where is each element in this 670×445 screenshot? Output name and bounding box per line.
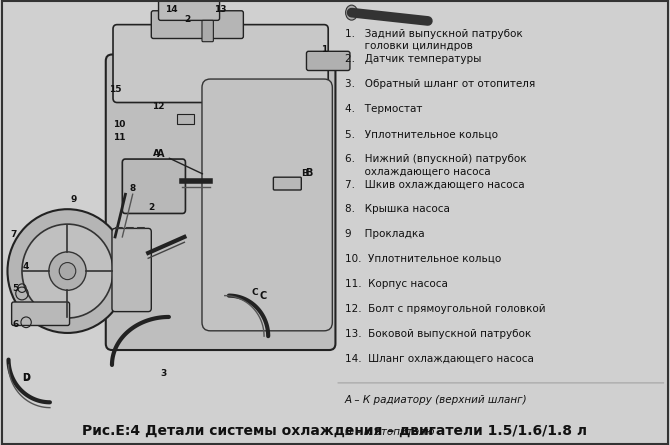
Text: 8: 8 xyxy=(129,184,136,194)
Bar xyxy=(177,114,194,124)
FancyBboxPatch shape xyxy=(202,20,213,42)
Text: 1: 1 xyxy=(321,44,327,54)
Circle shape xyxy=(49,252,86,290)
Circle shape xyxy=(7,209,127,333)
Text: 4.   Термостат: 4. Термостат xyxy=(345,104,422,114)
Text: D: D xyxy=(22,373,30,383)
Text: 2: 2 xyxy=(148,202,154,211)
Text: 13.  Боковой выпускной патрубок: 13. Боковой выпускной патрубок xyxy=(345,329,531,339)
FancyBboxPatch shape xyxy=(112,228,151,312)
Text: 12.  Болт с прямоугольной головкой: 12. Болт с прямоугольной головкой xyxy=(345,304,545,314)
Text: 1.   Задний выпускной патрубок
      головки цилиндров: 1. Задний выпускной патрубок головки цил… xyxy=(345,29,523,51)
FancyBboxPatch shape xyxy=(113,24,328,102)
Text: B: B xyxy=(301,170,308,178)
Text: 7: 7 xyxy=(11,231,17,239)
Text: 12: 12 xyxy=(152,102,165,111)
FancyBboxPatch shape xyxy=(306,51,350,70)
Text: Рис.Е:4 Детали системы охлаждения – двигатели 1.5/1.6/1.8 л: Рис.Е:4 Детали системы охлаждения – двиг… xyxy=(82,423,588,437)
Text: 14.  Шланг охлаждающего насоса: 14. Шланг охлаждающего насоса xyxy=(345,354,534,364)
Circle shape xyxy=(59,263,76,279)
FancyBboxPatch shape xyxy=(202,79,332,331)
Text: 8.   Крышка насоса: 8. Крышка насоса xyxy=(345,204,450,214)
FancyBboxPatch shape xyxy=(151,11,243,39)
Text: 13: 13 xyxy=(214,5,227,14)
Text: 11.  Корпус насоса: 11. Корпус насоса xyxy=(345,279,448,289)
Text: 4: 4 xyxy=(23,262,29,271)
Text: C: C xyxy=(260,291,267,301)
Text: 6.   Нижний (впускной) патрубок
      охлаждающего насоса: 6. Нижний (впускной) патрубок охлаждающе… xyxy=(345,154,527,176)
Text: A: A xyxy=(157,149,202,174)
Circle shape xyxy=(22,224,113,318)
Circle shape xyxy=(346,5,358,20)
Text: В – К отопителю: В – К отопителю xyxy=(345,428,434,437)
Text: 6: 6 xyxy=(13,320,19,329)
Text: 3: 3 xyxy=(161,369,167,378)
Text: 5.   Уплотнительное кольцо: 5. Уплотнительное кольцо xyxy=(345,129,498,139)
FancyBboxPatch shape xyxy=(11,302,70,325)
FancyBboxPatch shape xyxy=(273,177,302,190)
Text: 3.   Обратный шланг от отопителя: 3. Обратный шланг от отопителя xyxy=(345,79,535,89)
Text: А – К радиатору (верхний шланг): А – К радиатору (верхний шланг) xyxy=(345,396,527,405)
Text: 14: 14 xyxy=(165,5,178,14)
FancyBboxPatch shape xyxy=(123,159,186,214)
Text: 10.  Уплотнительное кольцо: 10. Уплотнительное кольцо xyxy=(345,254,501,264)
Text: A: A xyxy=(153,149,160,158)
Text: 2: 2 xyxy=(184,15,191,24)
Text: 9: 9 xyxy=(70,195,77,204)
Text: 11: 11 xyxy=(113,133,125,142)
Text: 15: 15 xyxy=(109,85,121,94)
Text: 5: 5 xyxy=(13,283,19,293)
Text: 10: 10 xyxy=(113,121,125,129)
FancyBboxPatch shape xyxy=(106,54,336,350)
FancyBboxPatch shape xyxy=(159,0,220,20)
Text: 2.   Датчик температуры: 2. Датчик температуры xyxy=(345,54,481,64)
Text: C: C xyxy=(251,288,258,297)
Text: 7.   Шкив охлаждающего насоса: 7. Шкив охлаждающего насоса xyxy=(345,179,525,189)
Text: B: B xyxy=(306,168,313,178)
Text: 9    Прокладка: 9 Прокладка xyxy=(345,229,425,239)
Text: D: D xyxy=(22,373,30,382)
